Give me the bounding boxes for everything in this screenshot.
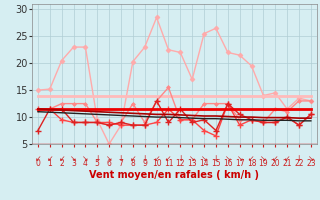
Text: ↓: ↓ — [296, 154, 302, 163]
Text: ↓: ↓ — [118, 154, 124, 163]
Text: ↓: ↓ — [141, 154, 148, 163]
Text: ↓: ↓ — [177, 154, 184, 163]
Text: ↙: ↙ — [47, 154, 53, 163]
Text: ↙: ↙ — [248, 154, 255, 163]
Text: ↘: ↘ — [201, 154, 207, 163]
Text: ↘: ↘ — [106, 154, 112, 163]
Text: ↘: ↘ — [70, 154, 77, 163]
Text: ↙: ↙ — [153, 154, 160, 163]
Text: ↘: ↘ — [308, 154, 314, 163]
Text: ↘: ↘ — [189, 154, 196, 163]
Text: ↓: ↓ — [213, 154, 219, 163]
Text: ↙: ↙ — [59, 154, 65, 163]
Text: ↙: ↙ — [130, 154, 136, 163]
Text: ↙: ↙ — [35, 154, 41, 163]
X-axis label: Vent moyen/en rafales ( km/h ): Vent moyen/en rafales ( km/h ) — [89, 170, 260, 180]
Text: ↓: ↓ — [94, 154, 100, 163]
Text: ↘: ↘ — [225, 154, 231, 163]
Text: ↘: ↘ — [260, 154, 267, 163]
Text: ↙: ↙ — [284, 154, 290, 163]
Text: ↙: ↙ — [165, 154, 172, 163]
Text: ↘: ↘ — [82, 154, 89, 163]
Text: ↙: ↙ — [272, 154, 278, 163]
Text: ↘: ↘ — [236, 154, 243, 163]
